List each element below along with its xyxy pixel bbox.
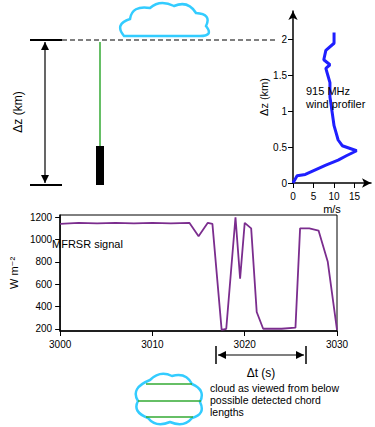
svg-text:1.5: 1.5 xyxy=(273,70,287,81)
svg-text:0.5: 0.5 xyxy=(273,142,287,153)
svg-text:2: 2 xyxy=(281,34,287,45)
svg-text:Δz (km): Δz (km) xyxy=(11,91,25,132)
svg-text:600: 600 xyxy=(35,279,52,290)
svg-text:Δt (s): Δt (s) xyxy=(247,366,276,380)
svg-text:0: 0 xyxy=(281,178,287,189)
svg-text:400: 400 xyxy=(35,301,52,312)
svg-text:915 MHz: 915 MHz xyxy=(306,85,350,97)
svg-text:1200: 1200 xyxy=(30,212,53,223)
svg-text:MFRSR signal: MFRSR signal xyxy=(52,238,123,250)
svg-text:200: 200 xyxy=(35,323,52,334)
svg-text:3030: 3030 xyxy=(326,339,349,350)
svg-text:wind profiler: wind profiler xyxy=(305,98,366,110)
svg-text:cloud as viewed from below: cloud as viewed from below xyxy=(210,382,339,394)
svg-text:3010: 3010 xyxy=(141,339,164,350)
svg-text:800: 800 xyxy=(35,256,52,267)
svg-text:lengths: lengths xyxy=(210,406,244,418)
svg-text:3000: 3000 xyxy=(49,339,72,350)
svg-text:5: 5 xyxy=(311,191,317,202)
svg-text:10: 10 xyxy=(328,191,340,202)
svg-text:possible detected chord: possible detected chord xyxy=(210,394,321,406)
svg-text:1000: 1000 xyxy=(30,234,53,245)
svg-text:W m⁻²: W m⁻² xyxy=(8,257,20,289)
svg-text:m/s: m/s xyxy=(323,203,341,215)
svg-text:Δz (km): Δz (km) xyxy=(258,78,270,116)
svg-text:1: 1 xyxy=(281,106,287,117)
svg-text:15: 15 xyxy=(349,191,361,202)
svg-text:0: 0 xyxy=(290,191,296,202)
svg-text:3020: 3020 xyxy=(234,339,257,350)
